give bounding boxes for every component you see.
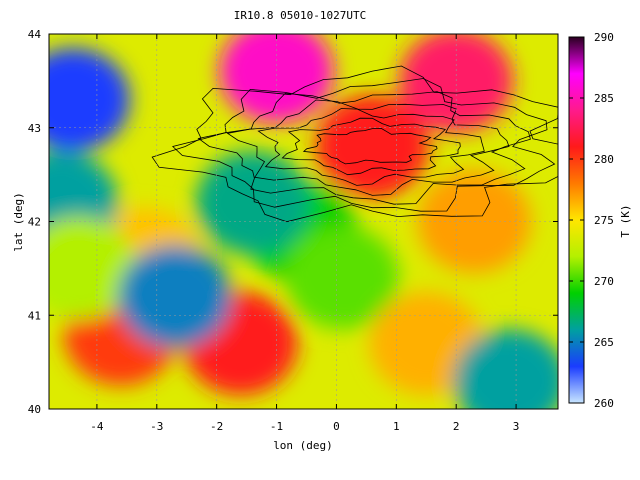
field-region-cantabria-cold xyxy=(49,48,130,152)
x-tick-label: 1 xyxy=(393,420,400,433)
contour-lines xyxy=(151,65,558,223)
x-tick-label: 3 xyxy=(513,420,520,433)
colorbar-ticks xyxy=(569,36,584,404)
contour-line xyxy=(302,127,438,165)
contour-line xyxy=(151,65,558,223)
field-region-pyrenees-ridge xyxy=(315,94,430,199)
x-axis-label: lon (deg) xyxy=(273,439,333,452)
field-region-ebro-lower xyxy=(285,226,400,330)
colorbar-tick-label: 280 xyxy=(594,153,614,166)
x-tick-label: 2 xyxy=(453,420,460,433)
field-region-iberian-cold-spot xyxy=(117,244,232,349)
y-tick-label: 44 xyxy=(28,28,42,41)
contour-line xyxy=(281,117,461,176)
colorbar-tick-labels: 260 265 270 275 280 285 290 xyxy=(594,31,614,410)
contour-line xyxy=(197,91,531,205)
y-tick-labels: 40 41 42 43 44 xyxy=(28,28,42,416)
x-tick-label: -3 xyxy=(150,420,163,433)
field-region-mediterranean-cold-spot xyxy=(453,329,558,409)
contour-line xyxy=(257,108,485,186)
x-tick-label: 0 xyxy=(333,420,340,433)
colorbar-tick-label: 290 xyxy=(594,31,614,44)
x-tick-label: -2 xyxy=(210,420,223,433)
colorbar-tick-label: 265 xyxy=(594,336,614,349)
x-tick-labels: -4 -3 -2 -1 0 1 2 3 xyxy=(90,420,519,433)
axis-ticks xyxy=(49,33,558,410)
field-region-north-east-warm xyxy=(399,34,514,133)
colorbar-label: T (K) xyxy=(619,204,632,237)
colorbar-tick-label: 270 xyxy=(594,275,614,288)
contour-line xyxy=(171,78,556,212)
colorbar-tick-label: 260 xyxy=(594,397,614,410)
colorbar-tick-label: 275 xyxy=(594,214,614,227)
y-tick-label: 43 xyxy=(28,122,41,135)
colorbar: 260 265 270 275 280 285 290 T (K) xyxy=(568,31,632,410)
colorbar-tick-label: 285 xyxy=(594,92,614,105)
field-region-north-warm xyxy=(219,34,334,124)
y-tick-label: 42 xyxy=(28,216,41,229)
chart-title: IR10.8 05010-1027UTC xyxy=(234,9,366,22)
y-tick-label: 41 xyxy=(28,309,41,322)
x-tick-label: -4 xyxy=(90,420,104,433)
temperature-field xyxy=(49,34,558,409)
y-tick-label: 40 xyxy=(28,403,41,416)
field-region-atlantic-clear xyxy=(49,216,136,320)
contour-line xyxy=(226,99,510,196)
field-region-ebro-valley-core xyxy=(195,151,310,255)
y-axis-label: lat (deg) xyxy=(12,192,25,252)
x-tick-label: -1 xyxy=(270,420,283,433)
